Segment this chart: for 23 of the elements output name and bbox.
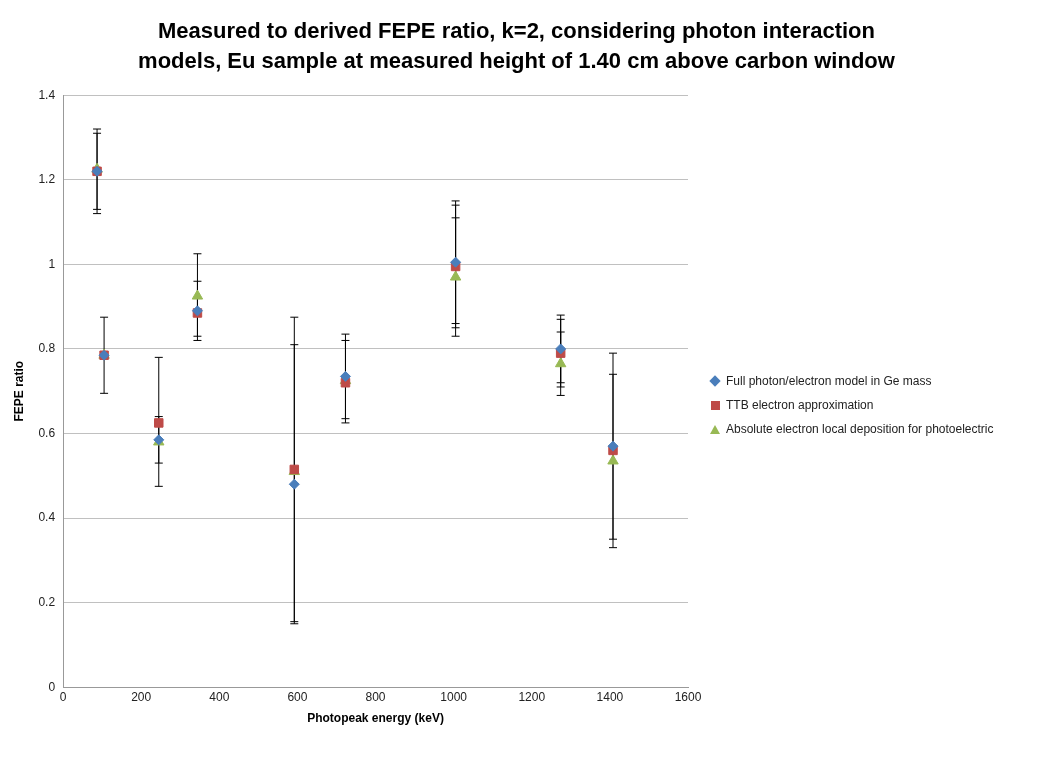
y-axis-title: FEPE ratio [11, 360, 26, 422]
y-tick-label: 0.2 [38, 594, 56, 609]
y-tick-label: 0.4 [38, 510, 56, 525]
y-tick-label: 0.6 [38, 425, 56, 440]
x-tick-label: 1200 [518, 689, 546, 704]
y-tick-label: 1.2 [38, 172, 56, 187]
x-tick-label: 400 [209, 689, 230, 704]
x-tick-label: 200 [131, 689, 152, 704]
y-tick-label: 1.4 [38, 87, 56, 102]
x-axis-title: Photopeak energy (keV) [307, 711, 444, 726]
x-tick-label: 1000 [440, 689, 468, 704]
chart-title: Measured to derived FEPE ratio, k=2, considering photon interaction models, Eu sample at measured height of 1.40 cm above carbon window [137, 17, 896, 75]
y-tick-label: 1 [48, 256, 56, 271]
y-tick-label: 0 [48, 679, 56, 694]
x-tick-label: 600 [287, 689, 308, 704]
legend-label: Full photon/electron model in Ge mass [726, 374, 932, 388]
x-tick-label: 800 [365, 689, 386, 704]
y-tick-label: 0.8 [38, 341, 56, 356]
x-tick-label: 0 [59, 689, 67, 704]
legend-label: Absolute electron local deposition for photoelectric [726, 422, 994, 436]
legend-label: TTB electron approximation [726, 398, 874, 412]
x-tick-label: 1400 [596, 689, 624, 704]
x-tick-label: 1600 [674, 689, 702, 704]
